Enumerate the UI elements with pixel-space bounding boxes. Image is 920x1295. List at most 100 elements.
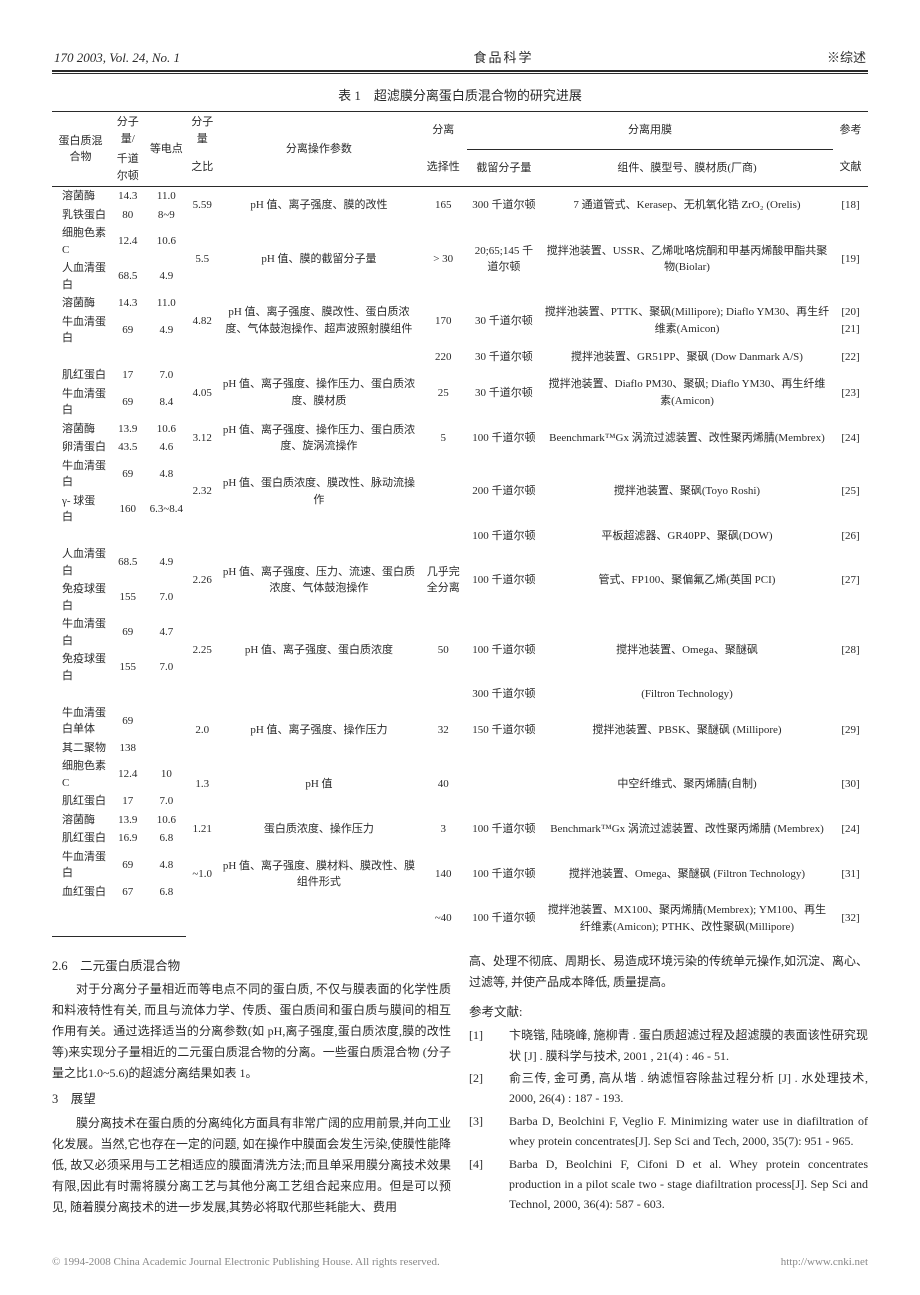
cell-cutoff: 20;65;145 千道尔顿 [467,224,541,294]
cell-ratio [186,527,218,546]
table-row: 牛血清蛋白694.8~1.0pH 值、离子强度、膜材料、膜改性、膜组件形式140… [52,848,868,883]
table-row: 人血清蛋白68.54.92.26pH 值、离子强度、压力、流速、蛋白质浓度、气体… [52,545,868,580]
cell-protein: 细胞色素 C [52,757,109,792]
th-ratio-top: 分子量 [186,112,218,150]
cell-pi [147,901,186,917]
ref-num: [2] [469,1068,497,1109]
cell-mw: 43.5 [109,438,147,457]
table-row: 牛血清蛋白694.72.25pH 值、离子强度、蛋白质浓度50100 千道尔顿搅… [52,615,868,650]
cell-ref: [26] [833,527,868,546]
footer-left: © 1994-2008 China Academic Journal Elect… [52,1254,440,1271]
cell-ref: [31] [833,848,868,902]
cell-protein: 人血清蛋白 [52,259,109,294]
cell-protein: 牛血清蛋白 [52,615,109,650]
cell-pi: 7.0 [147,650,186,685]
cell-mw: 160 [109,492,147,527]
cell-ref: [32] [833,901,868,936]
cell-pi [147,704,186,739]
body-columns: 2.6 二元蛋白质混合物 对于分离分子量相近而等电点不同的蛋白质, 不仅与膜表面… [52,951,868,1219]
cell-params: pH 值、蛋白质浓度、膜改性、脉动流操作 [218,457,419,527]
section-2-6-para: 对于分离分子量相近而等电点不同的蛋白质, 不仅与膜表面的化学性质和料液特性有关,… [52,979,451,1084]
cell-pi: 10 [147,757,186,792]
cell-cutoff: 100 千道尔顿 [467,420,541,457]
cell-mw [109,694,147,703]
cell-mw: 69 [109,385,147,420]
cell-mw: 16.9 [109,829,147,848]
cell-selectivity: 3 [419,811,466,848]
cell-cutoff: 300 千道尔顿 [467,187,541,225]
cell-module: 搅拌池装置、PTTK、聚砜(Millipore); Diaflo YM30、再生… [541,294,833,348]
cell-selectivity [419,527,466,546]
header-center: 食品科学 [474,48,534,68]
cell-ref: [29] [833,704,868,758]
cell-mw [109,685,147,694]
ref-item: [2]俞三传, 金可勇, 高从堦 . 纳滤恒容除盐过程分析 [J] . 水处理技… [469,1068,868,1109]
cell-pi [147,536,186,545]
cell-pi: 11.0 [147,187,186,206]
cell-pi: 4.7 [147,615,186,650]
th-ratio-bot: 之比 [186,149,218,187]
th-ref-bot: 文献 [833,149,868,187]
cell-mw: 14.3 [109,294,147,313]
table-row: 溶菌酶14.311.04.82pH 值、离子强度、膜改性、蛋白质浓度、气体鼓泡操… [52,294,868,313]
footer-right: http://www.cnki.net [781,1254,868,1271]
cell-ref: [30] [833,757,868,811]
cell-module: 7 通道管式、Kerasep、无机氧化锆 ZrO₂ (Orelis) [541,187,833,225]
th-cutoff: 截留分子量 [467,149,541,187]
cell-protein: 肌红蛋白 [52,366,109,385]
cell-protein: 免疫球蛋白 [52,650,109,685]
cell-cutoff: 100 千道尔顿 [467,615,541,685]
cell-pi: 10.6 [147,224,186,259]
cell-ratio: 5.5 [186,224,218,294]
cell-module: (Filtron Technology) [541,685,833,704]
cell-params: pH 值、离子强度、压力、流速、蛋白质浓度、气体鼓泡操作 [218,545,419,615]
cell-cutoff: 30 千道尔顿 [467,348,541,367]
cell-pi: 6.8 [147,829,186,848]
cell-params [218,685,419,704]
cell-ratio [186,901,218,936]
cell-protein: 人血清蛋白 [52,545,109,580]
cell-pi [147,527,186,536]
page-header: 170 2003, Vol. 24, No. 1 食品科学 ※综述 [52,48,868,72]
cell-ratio: 3.12 [186,420,218,457]
cell-cutoff: 30 千道尔顿 [467,294,541,348]
cell-mw: 67 [109,883,147,902]
cell-params [218,527,419,546]
cell-ref: [24] [833,420,868,457]
cell-protein: 细胞色素 C [52,224,109,259]
cell-selectivity: 40 [419,757,466,811]
cell-pi: 11.0 [147,294,186,313]
cell-protein: 卵清蛋白 [52,438,109,457]
cell-selectivity: 220 [419,348,466,367]
cell-cutoff: 100 千道尔顿 [467,901,541,936]
cell-protein: 溶菌酶 [52,811,109,830]
header-left: 170 2003, Vol. 24, No. 1 [54,48,180,68]
section-2-6-title: 2.6 二元蛋白质混合物 [52,957,451,976]
th-ref-top: 参考 [833,112,868,150]
cell-pi [147,685,186,694]
table-row: 肌红蛋白177.04.05pH 值、离子强度、操作压力、蛋白质浓度、膜材质253… [52,366,868,385]
ref-text: Barba D, Beolchini F, Cifoni D et al. Wh… [509,1154,868,1215]
cell-ratio: 2.26 [186,545,218,615]
cell-ref: [20] [21] [833,294,868,348]
th-mw-top: 分子量/ [109,112,147,150]
th-module: 组件、膜型号、膜材质(厂商) [541,149,833,187]
cell-mw: 155 [109,580,147,615]
cell-mw: 17 [109,366,147,385]
cell-module: 搅拌池装置、Omega、聚醚砜 (Filtron Technology) [541,848,833,902]
cell-selectivity: 170 [419,294,466,348]
cell-selectivity: 32 [419,704,466,758]
cell-mw: 14.3 [109,187,147,206]
left-column: 2.6 二元蛋白质混合物 对于分离分子量相近而等电点不同的蛋白质, 不仅与膜表面… [52,951,451,1219]
cell-protein: 肌红蛋白 [52,829,109,848]
cell-pi [147,357,186,366]
section-3-title: 3 展望 [52,1090,451,1109]
cell-ratio: ~1.0 [186,848,218,902]
ref-text: Barba D, Beolchini F, Veglio F. Minimizi… [509,1111,868,1152]
table-body: 溶菌酶14.311.05.59pH 值、离子强度、膜的改性165300 千道尔顿… [52,187,868,937]
table-row: 牛血清蛋白694.82.32pH 值、蛋白质浓度、膜改性、脉动流操作200 千道… [52,457,868,492]
cell-mw: 68.5 [109,259,147,294]
cell-module: 搅拌池装置、Omega、聚醚砜 [541,615,833,685]
cell-selectivity: 50 [419,615,466,685]
cell-pi: 6.8 [147,883,186,902]
